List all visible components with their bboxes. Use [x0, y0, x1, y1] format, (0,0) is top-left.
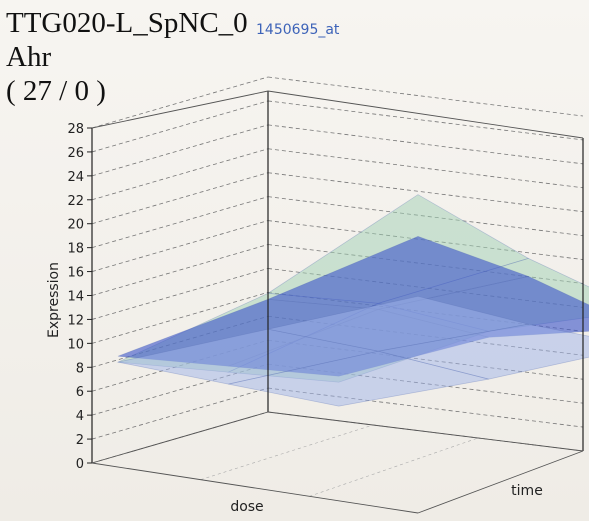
z-tick-label: 10 — [67, 337, 84, 352]
box-edge — [417, 450, 584, 514]
axis-layer — [87, 90, 584, 514]
grid-line-left-2 — [91, 387, 269, 440]
grid-line-left-20 — [91, 172, 269, 225]
grid-line-left-4 — [91, 363, 269, 416]
surface-layer — [116, 194, 589, 407]
z-tick-label: 12 — [67, 313, 84, 328]
z-tick-label: 0 — [76, 457, 84, 472]
z-tick-label: 16 — [67, 266, 84, 281]
z-tick-label: 4 — [76, 409, 84, 424]
z-tick-label: 14 — [67, 290, 84, 305]
count-label: ( 27 / 0 ) — [6, 75, 106, 107]
z-tick-label: 2 — [76, 433, 84, 448]
probe-id: 1450695_at — [256, 22, 340, 38]
x-axis-label: dose — [230, 499, 263, 515]
title-block: TTG020-L_SpNC_0 Ahr ( 27 / 0 ) — [6, 6, 248, 108]
gene-symbol: Ahr — [6, 41, 52, 73]
z-tick-label: 8 — [76, 361, 84, 376]
floor-grid-line — [200, 424, 374, 480]
z-tick-label: 18 — [67, 242, 84, 257]
z-tick-label: 24 — [67, 170, 84, 185]
z-tick-label: 26 — [67, 146, 84, 161]
grid-line-back-14 — [267, 244, 584, 284]
grid-line-left-18 — [91, 196, 269, 249]
label-layer: 0246810121416182022242628Expressiondoset… — [46, 122, 543, 515]
grid-line-left-14 — [91, 244, 269, 296]
grid-line-back-24 — [267, 124, 584, 165]
grid-line-left-26 — [91, 100, 269, 153]
time-axis-label: time — [511, 483, 543, 499]
chart-title: TTG020-L_SpNC_0 — [6, 7, 248, 39]
grid-line-back-26 — [267, 100, 584, 141]
box-edge — [91, 411, 269, 464]
grid-line-left-16 — [91, 220, 269, 272]
box-edge — [267, 411, 584, 452]
grid-line-back-22 — [267, 148, 584, 189]
y-axis-label: Expression — [46, 262, 62, 338]
grid-line-left-12 — [91, 268, 269, 320]
grid-line-back-20 — [267, 172, 584, 213]
grid-line-left-24 — [91, 124, 269, 177]
box-edge — [91, 90, 269, 129]
grid-line-left-22 — [91, 148, 269, 201]
grid-line-back-18 — [267, 196, 584, 237]
box-edge — [267, 90, 584, 139]
grid-line-left-28 — [91, 76, 269, 129]
surface-3-patch — [378, 323, 589, 380]
z-tick-label: 20 — [67, 218, 84, 233]
z-tick-label: 22 — [67, 194, 84, 209]
grid-line-back-28 — [267, 76, 584, 117]
z-tick-label: 28 — [67, 122, 84, 137]
grid-line-left-10 — [91, 291, 269, 344]
grid-line-back-16 — [267, 220, 584, 260]
box-edge — [91, 462, 419, 514]
floor-grid-line — [309, 437, 479, 497]
z-tick-label: 6 — [76, 385, 84, 400]
